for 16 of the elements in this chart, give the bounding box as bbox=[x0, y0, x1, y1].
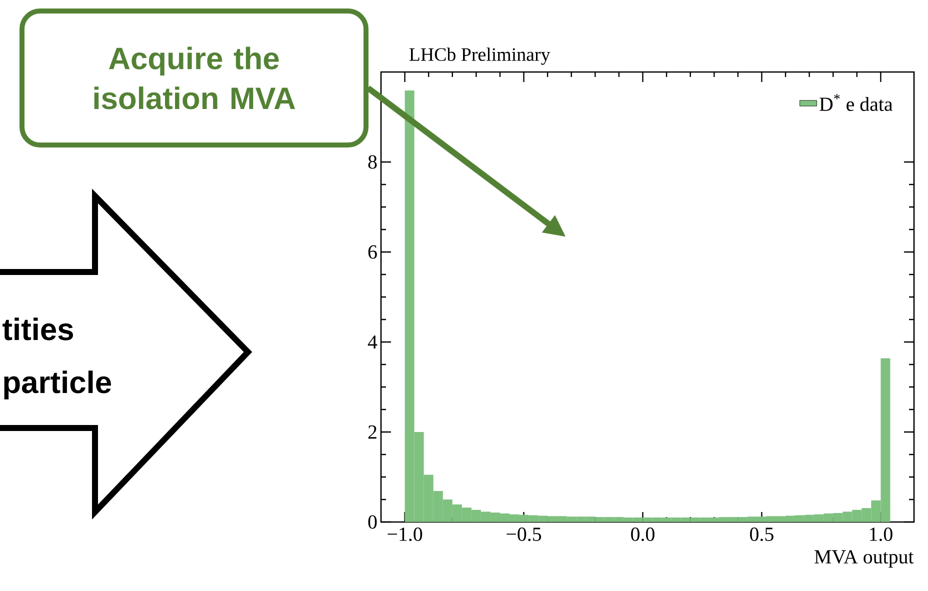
y-tick-label: 6 bbox=[368, 245, 377, 259]
x-tick-label: −1.0 bbox=[388, 528, 422, 542]
y-tick-label: 2 bbox=[368, 425, 376, 439]
text: Acquire the isolation MVA bbox=[94, 46, 296, 110]
text: tities bbox=[2, 318, 74, 340]
x-axis-title: MVA output bbox=[814, 550, 914, 568]
legend-label: D$^{*}$ e data bbox=[820, 94, 893, 111]
chart-title: LHCb Preliminary bbox=[409, 48, 550, 65]
x-tick-label: 0.0 bbox=[631, 528, 654, 542]
y-tick-label: 0 bbox=[368, 515, 377, 529]
x-tick-label: 0.5 bbox=[750, 528, 774, 542]
y-tick-label: 4 bbox=[368, 335, 378, 349]
y-tick-label: 8 bbox=[368, 155, 377, 169]
x-tick-label: −0.5 bbox=[506, 528, 542, 542]
x-tick-label: 1.0 bbox=[870, 528, 892, 542]
text: particle bbox=[4, 370, 112, 400]
